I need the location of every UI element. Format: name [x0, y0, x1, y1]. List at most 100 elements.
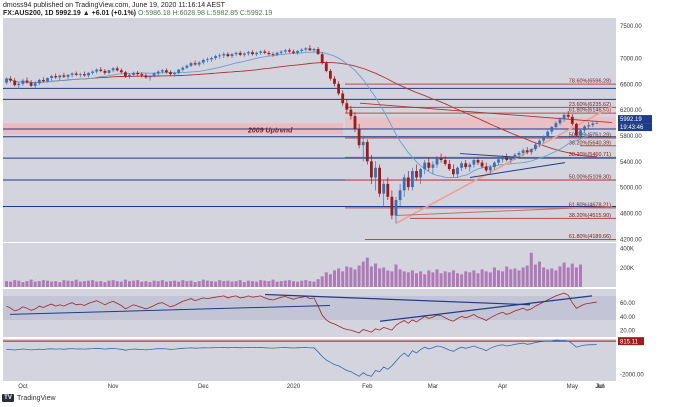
candle-body [390, 196, 394, 216]
volume-bar [214, 281, 218, 287]
candle-body [484, 166, 488, 171]
volume-bar [394, 264, 398, 287]
fib-level-label: 23.60%(6235.62) [569, 102, 611, 108]
candle-body [341, 93, 345, 104]
volume-bar [205, 280, 209, 287]
volume-bar [410, 270, 414, 287]
volume-bar [333, 270, 336, 287]
candle-body [37, 79, 41, 84]
candle-body [439, 158, 443, 161]
candle-body [50, 76, 53, 79]
candle-body [119, 70, 123, 73]
candle-body [132, 72, 135, 75]
volume-bar [480, 269, 484, 287]
candle-body [320, 54, 324, 64]
candle-body [5, 78, 8, 83]
candle-body [70, 73, 74, 75]
volume-bar [279, 281, 283, 287]
candle-body [345, 103, 349, 110]
volume-bar [415, 273, 418, 287]
candle-body [497, 159, 500, 163]
time-axis-label: Apr [498, 384, 507, 390]
candle-body [99, 69, 103, 71]
candle-body [74, 73, 78, 75]
volume-bar [525, 265, 529, 287]
symbol-line: FX:AUS200, 1D 5992.19 ▲ +6.01 (+0.1%) [3, 10, 136, 17]
time-axis-label: 2020 [287, 384, 301, 390]
volume-bar [361, 261, 365, 287]
candle-body [587, 125, 591, 127]
candle-body [251, 52, 254, 55]
volume-bar [484, 271, 488, 287]
volume-bar [451, 270, 455, 287]
candle-body [402, 177, 406, 191]
candle-body [140, 74, 144, 76]
volume-bar [275, 281, 279, 287]
volume-bar [21, 282, 25, 287]
volume-bar [87, 280, 90, 287]
candle-body [591, 123, 595, 126]
volume-bar [374, 263, 377, 287]
volume-bar [152, 280, 156, 287]
volume-bar [41, 280, 45, 287]
volume-bar [509, 269, 513, 287]
volume-bar [271, 279, 275, 287]
candle-body [337, 83, 340, 94]
candle-body [33, 83, 37, 86]
candle-body [370, 161, 373, 178]
volume-bar [533, 264, 537, 287]
candle-body [398, 190, 402, 201]
candle-body [206, 59, 209, 61]
time-axis-label: Dec [198, 384, 209, 390]
candle-body [374, 167, 377, 178]
volume-bar [238, 280, 242, 287]
time-axis-label: Feb [362, 384, 373, 390]
descending-line [359, 102, 613, 124]
volume-bar [13, 280, 17, 287]
price-axis-label: 5000.00 [620, 186, 642, 192]
volume-bar [570, 263, 574, 287]
volume-bar [324, 272, 328, 287]
volume-bar [33, 281, 37, 287]
candle-body [78, 74, 82, 75]
time-axis-label: May [567, 384, 578, 390]
candle-body [525, 150, 529, 153]
candle-body [288, 50, 291, 52]
volume-bar [46, 280, 49, 287]
volume-bar [99, 281, 103, 287]
candle-body [218, 55, 222, 57]
volume-bar [460, 274, 464, 287]
volume-bar [74, 279, 78, 287]
volume-bar [128, 281, 131, 287]
volume-bar [115, 281, 119, 287]
price-axis-label: 5400.00 [620, 160, 642, 166]
candle-body [29, 82, 33, 86]
countdown-tag-bg [618, 123, 652, 132]
candle-body [513, 154, 517, 159]
candle-body [124, 72, 127, 77]
volume-bar [234, 281, 238, 287]
candle-body [58, 75, 62, 78]
time-axis-label: Mar [428, 384, 438, 390]
cci-axis-label: -2000.00 [620, 373, 644, 379]
candle-body [103, 70, 107, 73]
candle-body [283, 50, 287, 52]
candle-body [460, 163, 463, 168]
candle-body [226, 54, 230, 57]
candle-body [25, 80, 29, 83]
candle-body [185, 65, 189, 68]
candle-body [128, 74, 131, 77]
candle-body [13, 80, 17, 86]
volume-bar [242, 282, 246, 287]
volume-bar [447, 272, 451, 287]
candle-body [247, 52, 250, 54]
candle-body [54, 76, 58, 78]
volume-bar [468, 272, 472, 287]
volume-bar [562, 262, 566, 287]
volume-bar [304, 280, 308, 287]
candle-body [534, 144, 537, 150]
volume-bar [107, 280, 111, 287]
volume-bar [255, 281, 259, 287]
volume-bar [17, 280, 21, 287]
time-axis-label: Jul [596, 384, 604, 390]
